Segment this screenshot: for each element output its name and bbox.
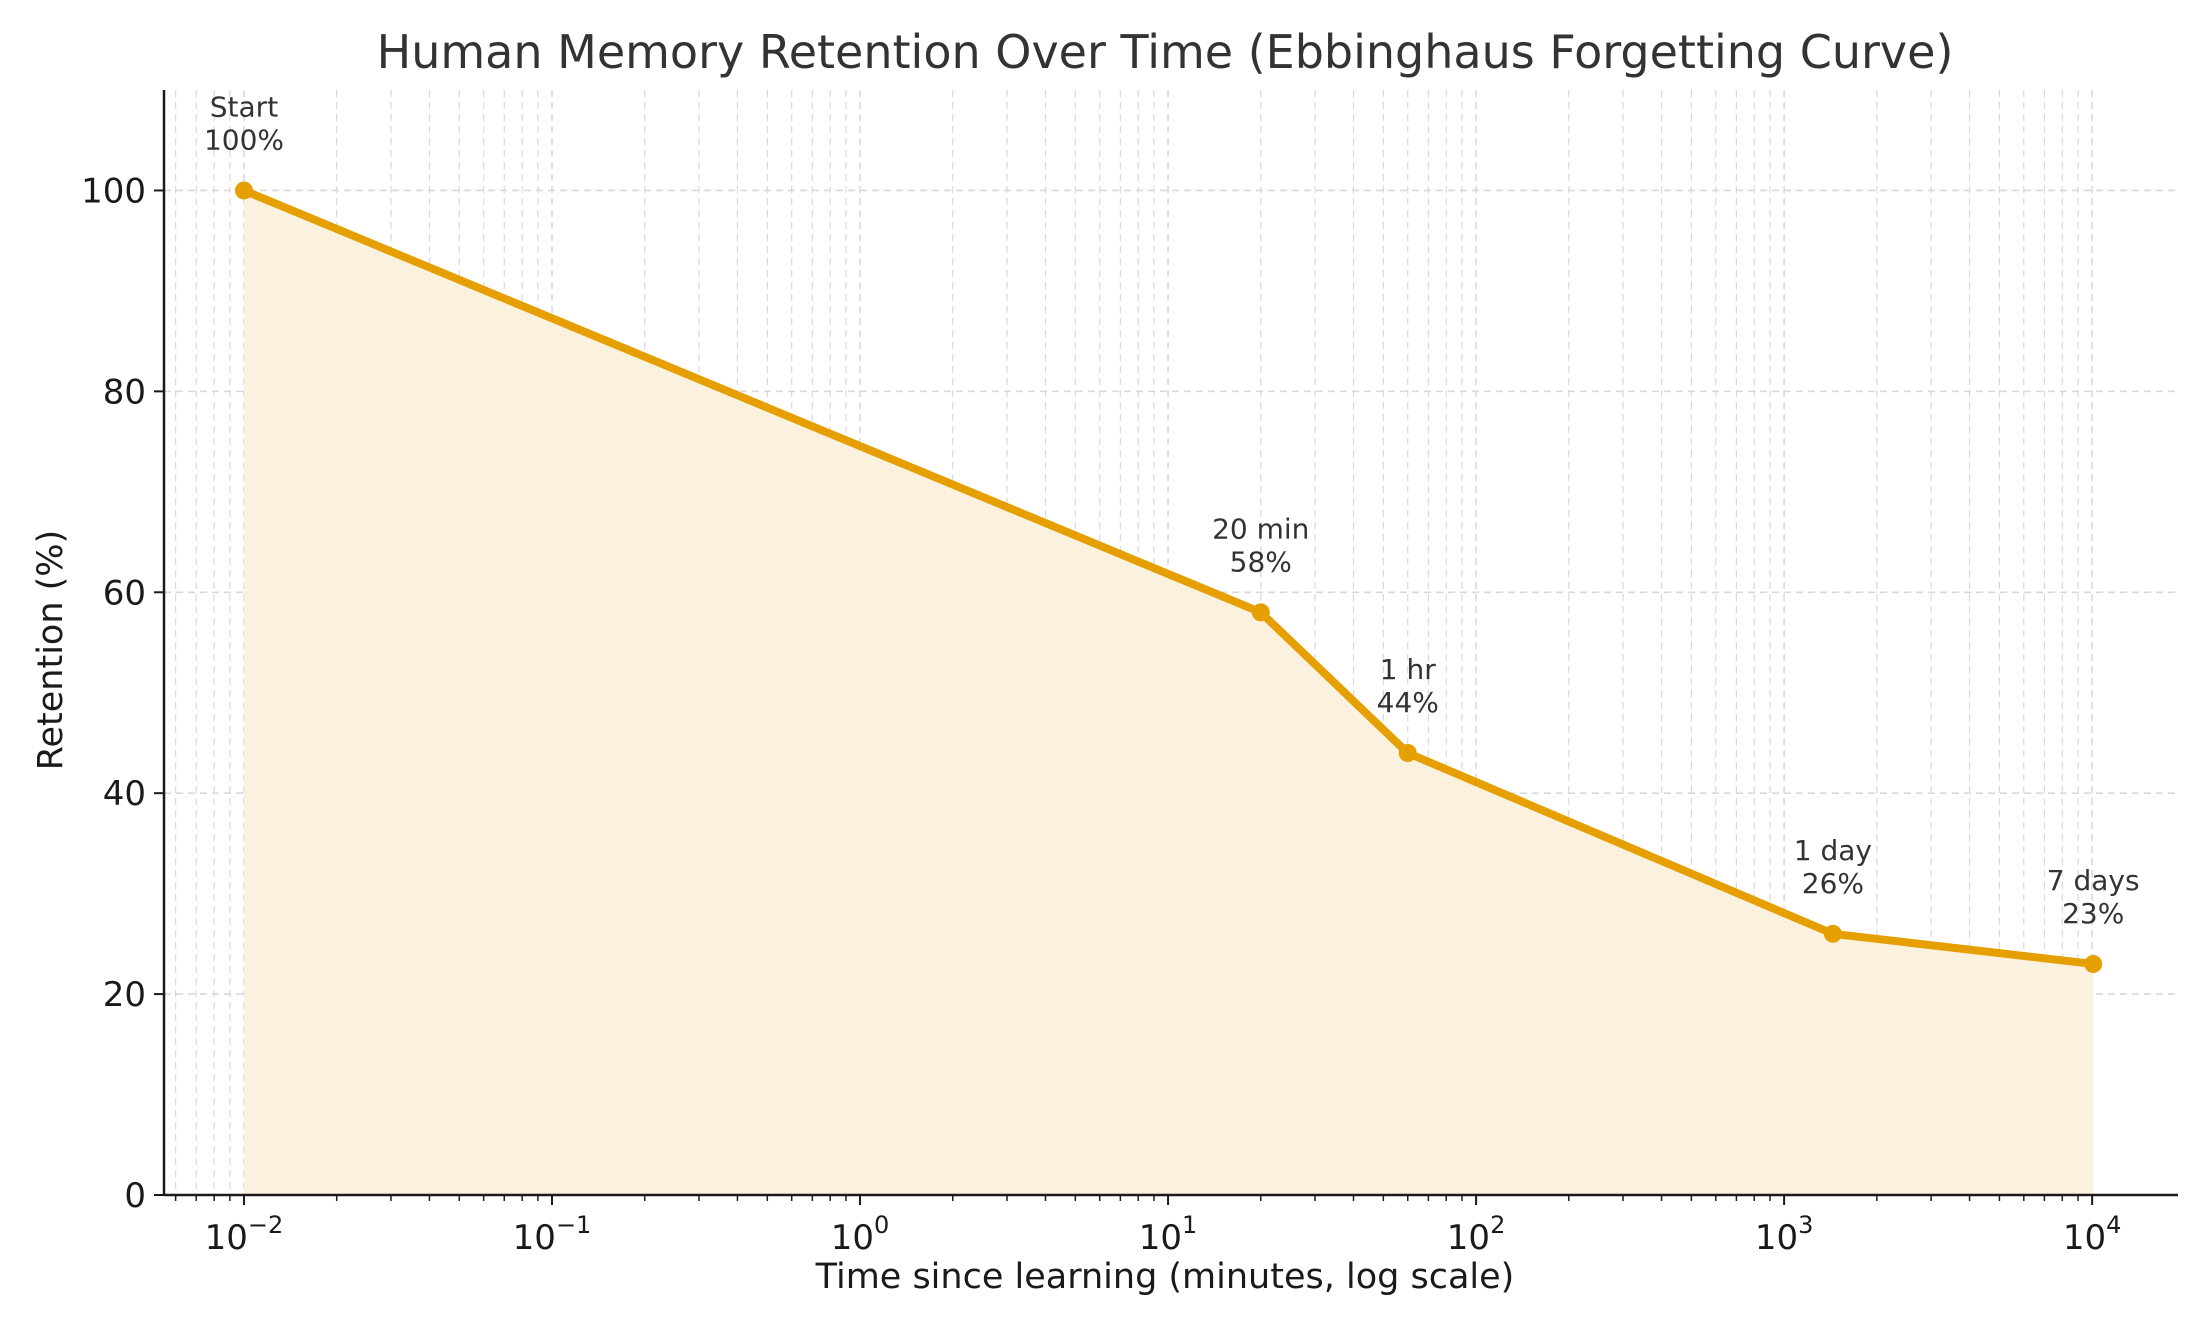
point-value-label: 23% — [2062, 897, 2124, 930]
point-label: 7 days — [2047, 864, 2140, 897]
x-tick-label: 10−1 — [513, 1211, 592, 1258]
y-tick-label: 80 — [103, 372, 146, 412]
y-tick-label: 0 — [124, 1176, 146, 1216]
x-tick-label: 10−2 — [205, 1211, 284, 1258]
data-point — [1823, 924, 1842, 943]
point-value-label: 44% — [1377, 686, 1439, 719]
y-tick-label: 40 — [103, 774, 146, 814]
axes — [154, 90, 2178, 1205]
x-tick-label: 100 — [831, 1211, 890, 1258]
data-point — [2084, 954, 2103, 973]
chart-title: Human Memory Retention Over Time (Ebbing… — [377, 25, 1954, 79]
point-value-label: 26% — [1802, 867, 1864, 900]
y-axis-label: Retention (%) — [31, 530, 71, 770]
x-tick-label: 104 — [2063, 1211, 2122, 1258]
y-tick-label: 100 — [81, 171, 146, 211]
point-label: 20 min — [1212, 512, 1309, 545]
point-value-label: 58% — [1230, 545, 1292, 578]
data-point — [234, 181, 253, 200]
area-fill — [243, 190, 2094, 1196]
data-point — [1251, 603, 1270, 622]
y-tick-label: 20 — [103, 975, 146, 1015]
x-axis-label: Time since learning (minutes, log scale) — [815, 1257, 1515, 1297]
y-tick-label: 60 — [103, 573, 146, 613]
point-label: 1 hr — [1380, 653, 1436, 686]
points-layer — [234, 181, 2103, 973]
x-tick-label: 102 — [1447, 1211, 1506, 1258]
tick-labels: 0 20 40 60 80 100 10−2 10−1 100 101 102 103 104 — [81, 171, 2121, 1258]
x-tick-label: 103 — [1755, 1211, 1814, 1258]
data-point — [1398, 744, 1417, 762]
x-tick-label: 101 — [1139, 1211, 1198, 1258]
point-value-label: 100% — [204, 123, 284, 156]
point-label: Start — [210, 90, 278, 123]
point-label: 1 day — [1794, 834, 1872, 867]
area-layer — [243, 190, 2094, 1196]
